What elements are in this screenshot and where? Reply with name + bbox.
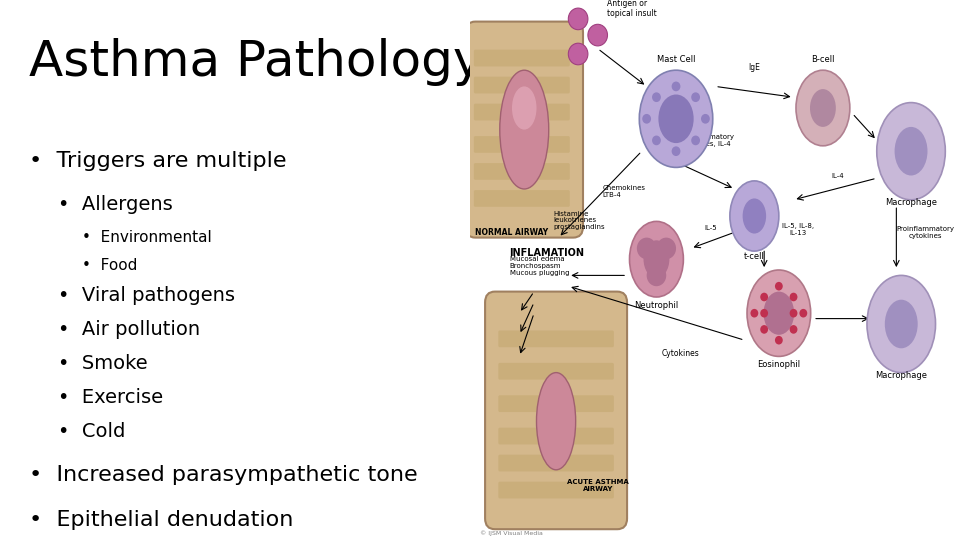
Text: INFLAMATION: INFLAMATION bbox=[510, 248, 585, 259]
Text: Neutrophil: Neutrophil bbox=[635, 301, 679, 310]
FancyBboxPatch shape bbox=[474, 190, 570, 207]
FancyBboxPatch shape bbox=[498, 395, 613, 412]
Text: IgE: IgE bbox=[749, 63, 760, 72]
Text: Antigen or
topical insult: Antigen or topical insult bbox=[608, 0, 658, 18]
Ellipse shape bbox=[659, 94, 694, 143]
Ellipse shape bbox=[672, 146, 681, 156]
Ellipse shape bbox=[867, 275, 935, 373]
FancyBboxPatch shape bbox=[498, 482, 613, 498]
FancyBboxPatch shape bbox=[474, 50, 570, 66]
Ellipse shape bbox=[876, 103, 946, 200]
Text: NORMAL AIRWAY: NORMAL AIRWAY bbox=[475, 228, 548, 237]
Ellipse shape bbox=[775, 336, 782, 345]
Ellipse shape bbox=[800, 309, 807, 318]
Text: B-cell: B-cell bbox=[811, 55, 834, 64]
Ellipse shape bbox=[691, 92, 700, 102]
Text: Proinflammatory
cytokines: Proinflammatory cytokines bbox=[897, 226, 955, 239]
Text: •  Air pollution: • Air pollution bbox=[58, 320, 200, 339]
Text: •  Cold: • Cold bbox=[58, 422, 125, 441]
Text: Macrophage: Macrophage bbox=[876, 371, 927, 380]
Ellipse shape bbox=[630, 221, 684, 297]
Text: t-cell: t-cell bbox=[744, 252, 765, 261]
Ellipse shape bbox=[775, 282, 782, 291]
Text: •  Viral pathogens: • Viral pathogens bbox=[58, 286, 234, 305]
Ellipse shape bbox=[672, 82, 681, 91]
Ellipse shape bbox=[500, 70, 549, 189]
Ellipse shape bbox=[760, 325, 768, 334]
Ellipse shape bbox=[639, 70, 712, 167]
FancyBboxPatch shape bbox=[474, 104, 570, 120]
Ellipse shape bbox=[790, 293, 798, 301]
Ellipse shape bbox=[636, 238, 657, 259]
Ellipse shape bbox=[760, 293, 768, 301]
Ellipse shape bbox=[760, 309, 768, 318]
Ellipse shape bbox=[810, 89, 836, 127]
Text: Asthma Pathology: Asthma Pathology bbox=[29, 38, 482, 86]
Text: ACUTE ASTHMA
AIRWAY: ACUTE ASTHMA AIRWAY bbox=[566, 480, 629, 492]
Ellipse shape bbox=[512, 86, 537, 130]
Ellipse shape bbox=[730, 181, 779, 251]
Text: Histamine
leukotrienes
prostaglandins: Histamine leukotrienes prostaglandins bbox=[554, 211, 605, 231]
Text: Proinflammatory
cytokines, IL-4: Proinflammatory cytokines, IL-4 bbox=[677, 134, 734, 147]
Text: Chemokines
LTB-4: Chemokines LTB-4 bbox=[603, 185, 645, 198]
Ellipse shape bbox=[763, 292, 794, 335]
Ellipse shape bbox=[643, 240, 669, 278]
Ellipse shape bbox=[751, 309, 758, 318]
FancyBboxPatch shape bbox=[474, 136, 570, 153]
Ellipse shape bbox=[642, 114, 651, 124]
Ellipse shape bbox=[790, 309, 798, 318]
Ellipse shape bbox=[652, 136, 660, 145]
Ellipse shape bbox=[743, 198, 766, 233]
Text: Macrophage: Macrophage bbox=[885, 198, 937, 207]
Text: •  Triggers are multiple: • Triggers are multiple bbox=[29, 151, 286, 171]
Ellipse shape bbox=[691, 136, 700, 145]
Text: Mast Cell: Mast Cell bbox=[657, 55, 695, 64]
Ellipse shape bbox=[537, 373, 576, 470]
Text: Eosinophil: Eosinophil bbox=[757, 360, 801, 369]
Ellipse shape bbox=[652, 92, 660, 102]
Ellipse shape bbox=[747, 270, 810, 356]
Ellipse shape bbox=[657, 238, 676, 259]
FancyBboxPatch shape bbox=[474, 163, 570, 180]
Text: Cytokines: Cytokines bbox=[662, 349, 700, 359]
FancyBboxPatch shape bbox=[498, 455, 613, 471]
Ellipse shape bbox=[588, 24, 608, 46]
Text: •  Epithelial denudation: • Epithelial denudation bbox=[29, 510, 293, 530]
Ellipse shape bbox=[790, 325, 798, 334]
Ellipse shape bbox=[568, 43, 588, 65]
Text: •  Exercise: • Exercise bbox=[58, 388, 163, 407]
Ellipse shape bbox=[895, 127, 927, 176]
Ellipse shape bbox=[568, 8, 588, 30]
Text: IL-5: IL-5 bbox=[704, 225, 716, 231]
FancyBboxPatch shape bbox=[466, 22, 583, 238]
FancyBboxPatch shape bbox=[485, 292, 627, 529]
Text: •  Smoke: • Smoke bbox=[58, 354, 147, 373]
FancyBboxPatch shape bbox=[498, 330, 613, 347]
Ellipse shape bbox=[885, 300, 918, 348]
Text: © IJSM Visual Media: © IJSM Visual Media bbox=[480, 530, 543, 536]
Text: •  Environmental: • Environmental bbox=[82, 230, 211, 245]
FancyBboxPatch shape bbox=[474, 77, 570, 93]
Text: IL-5, IL-8,
IL-13: IL-5, IL-8, IL-13 bbox=[782, 223, 814, 236]
Text: •  Increased parasympathetic tone: • Increased parasympathetic tone bbox=[29, 465, 418, 485]
Text: •  Allergens: • Allergens bbox=[58, 195, 173, 214]
Ellipse shape bbox=[701, 114, 709, 124]
Ellipse shape bbox=[796, 70, 850, 146]
FancyBboxPatch shape bbox=[498, 428, 613, 444]
Text: IL-4: IL-4 bbox=[831, 173, 844, 179]
Text: Mucosal edema
Bronchospasm
Mucous plugging: Mucosal edema Bronchospasm Mucous pluggi… bbox=[510, 256, 569, 276]
Ellipse shape bbox=[647, 265, 666, 286]
FancyBboxPatch shape bbox=[498, 363, 613, 380]
Text: •  Food: • Food bbox=[82, 258, 137, 273]
